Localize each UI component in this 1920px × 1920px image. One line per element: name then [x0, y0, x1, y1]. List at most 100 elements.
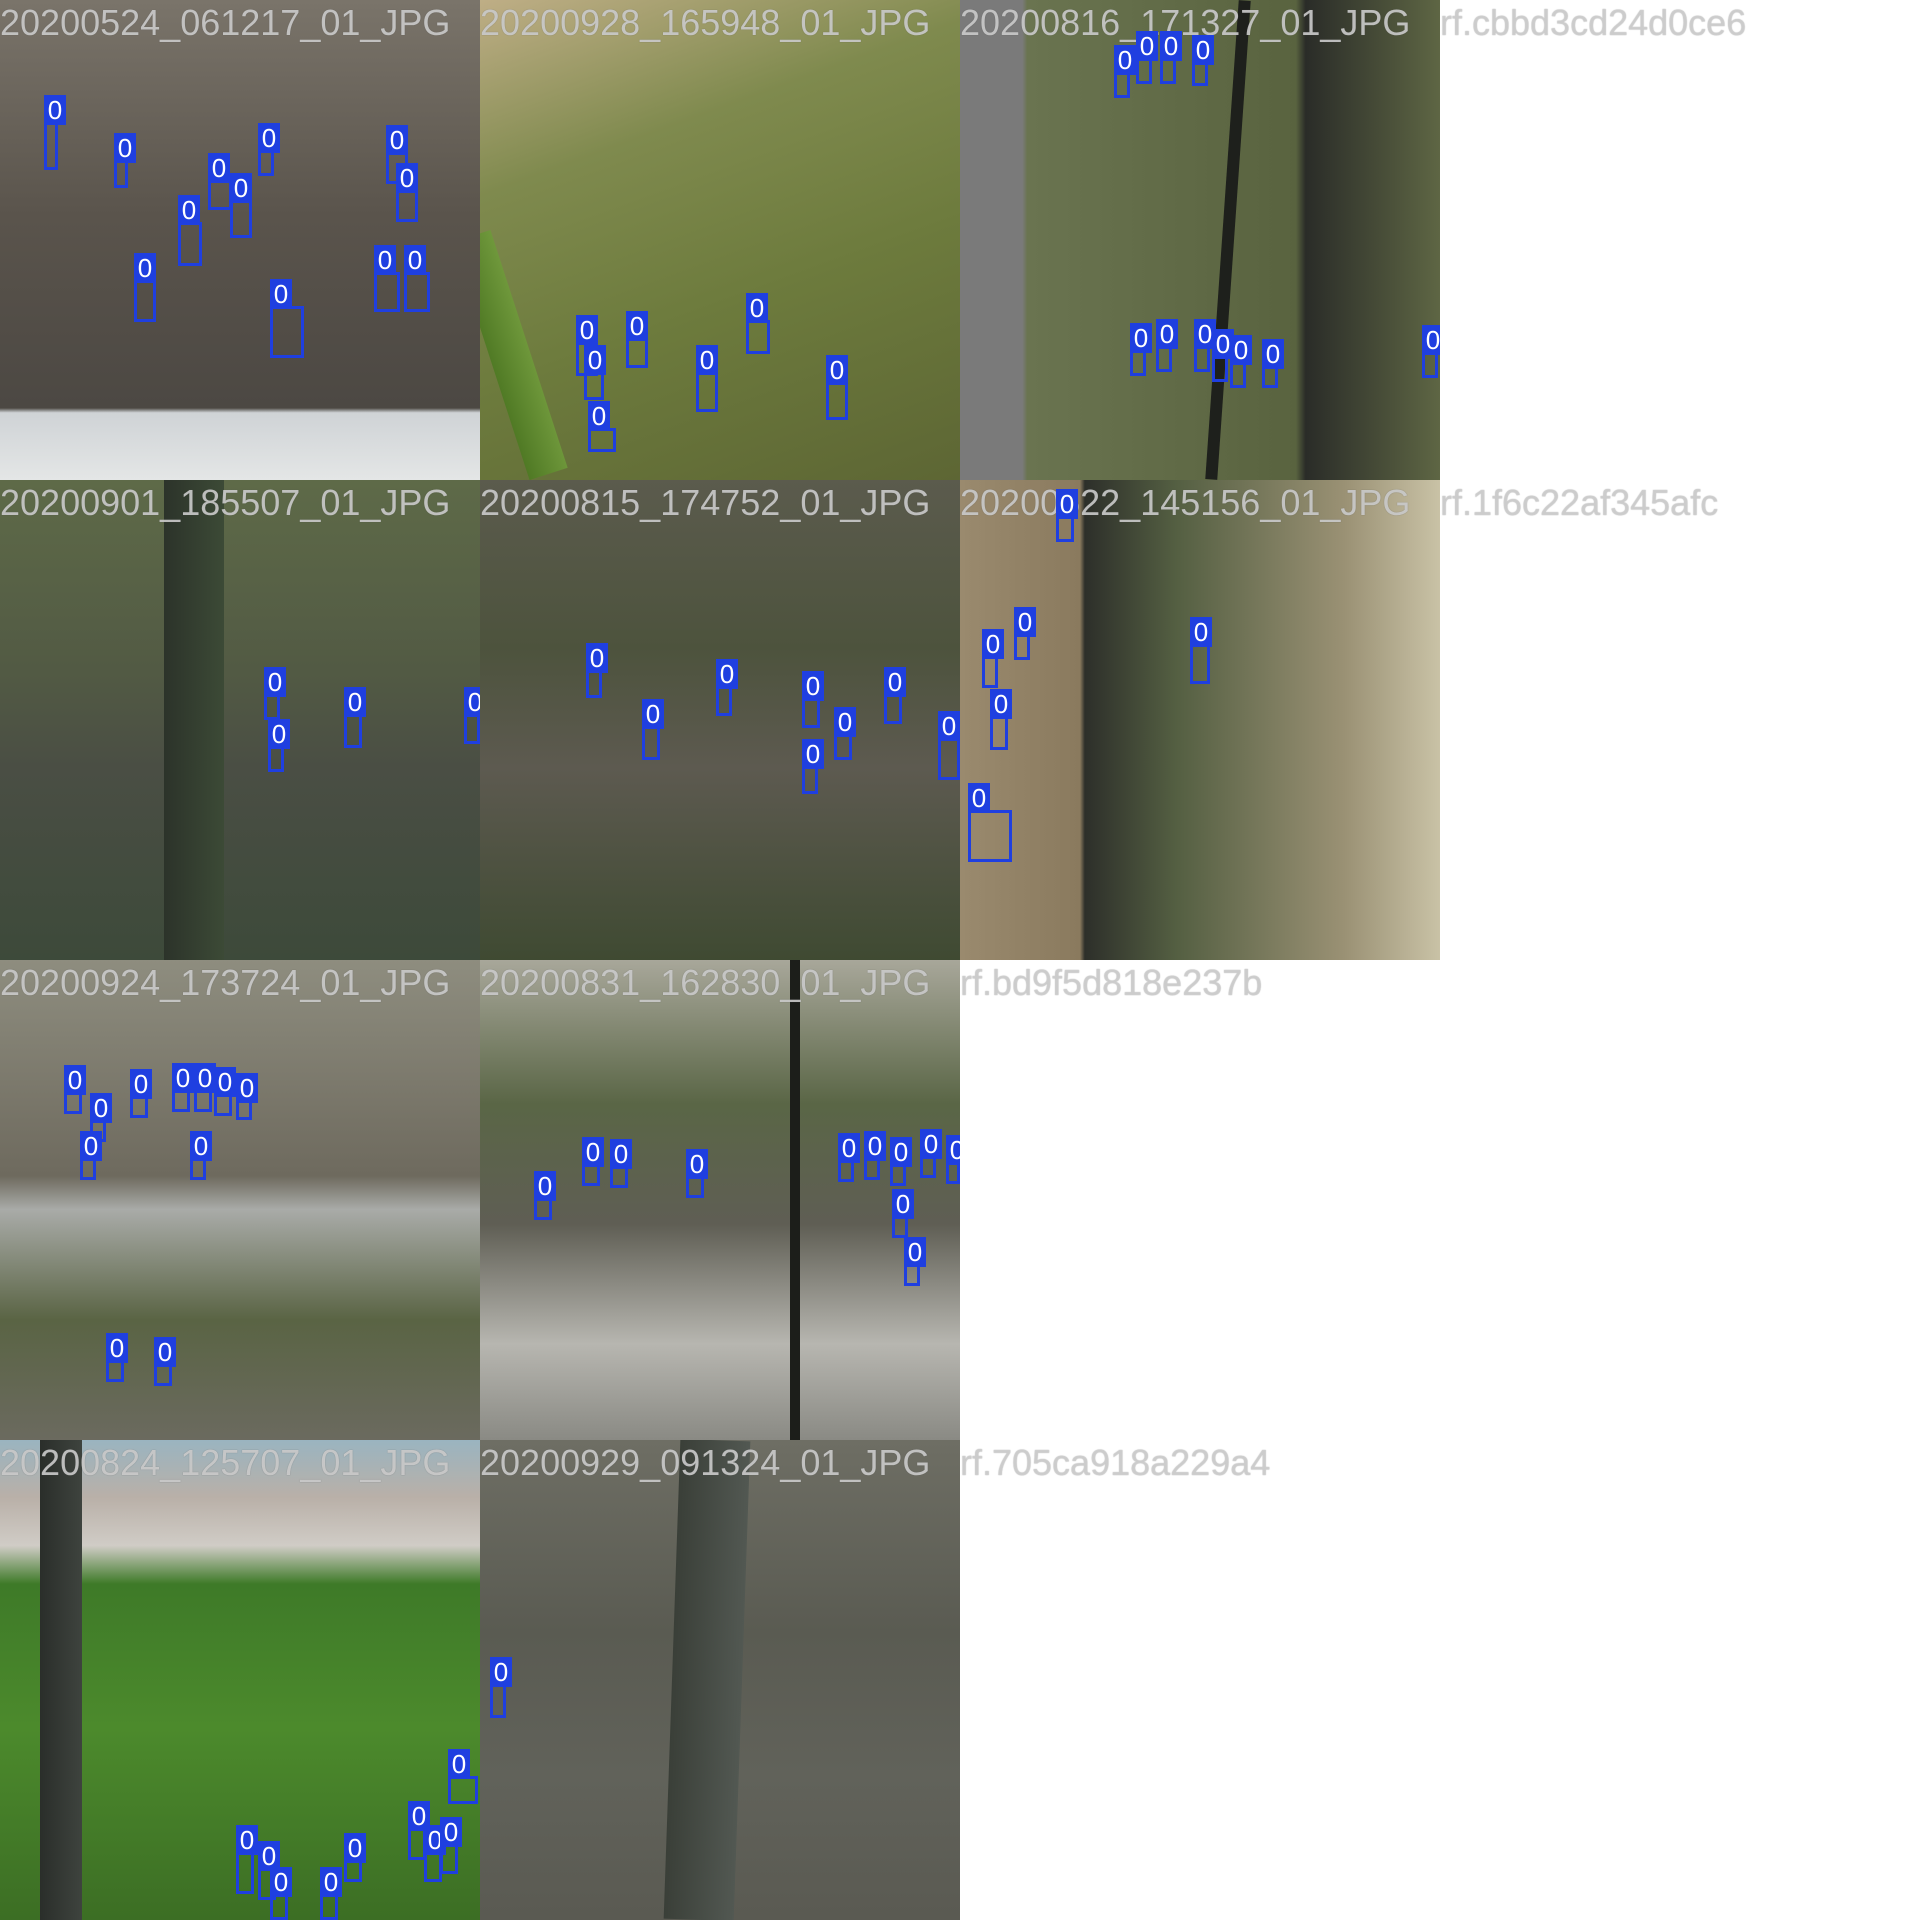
class-tag: 0 — [172, 1063, 194, 1093]
tile-7: 20200924_173724_01_JPG 0 0 0 0 0 0 0 0 0… — [0, 960, 480, 1440]
class-tag: 0 — [1192, 35, 1214, 65]
class-tag: 0 — [490, 1657, 512, 1687]
class-tag: 0 — [946, 1135, 960, 1165]
detection-box: 0 — [134, 253, 156, 322]
detection-box: 0 — [194, 1063, 216, 1112]
class-tag: 0 — [990, 689, 1012, 719]
tile-6: 20200522_145156_01_JPG 0 0 0 0 0 0 — [960, 480, 1440, 960]
class-tag: 0 — [106, 1333, 128, 1363]
class-tag: 0 — [178, 195, 200, 225]
detection-box: 0 — [264, 667, 286, 720]
detection-box: 0 — [1130, 323, 1152, 376]
class-tag: 0 — [610, 1139, 632, 1169]
class-tag: 0 — [80, 1131, 102, 1161]
class-tag: 0 — [1194, 319, 1216, 349]
detection-box: 0 — [178, 195, 202, 266]
detection-box: 0 — [320, 1867, 342, 1920]
class-tag: 0 — [802, 739, 824, 769]
class-tag: 0 — [344, 1833, 366, 1863]
class-tag: 0 — [642, 699, 664, 729]
detection-box: 0 — [982, 629, 1004, 688]
tile-label: 20200816_171327_01_JPG — [960, 2, 1411, 43]
tile-label-suffix: rf.cbbd3cd24d0ce6 — [1440, 2, 1747, 43]
detection-box: 0 — [920, 1129, 942, 1178]
detection-box: 0 — [582, 1137, 604, 1186]
class-tag: 0 — [1160, 31, 1182, 61]
detection-box: 0 — [64, 1065, 86, 1114]
class-tag: 0 — [716, 659, 738, 689]
tile-label: 20200815_174752_01_JPG — [480, 482, 931, 523]
class-tag: 0 — [464, 687, 480, 717]
class-tag: 0 — [440, 1817, 462, 1847]
detection-box: 0 — [890, 1137, 912, 1186]
detection-box: 0 — [586, 643, 608, 698]
class-tag: 0 — [230, 173, 252, 203]
tile-label-suffix: rf.705ca918a229a4 — [960, 1442, 1271, 1483]
detection-box: 0 — [838, 1133, 860, 1182]
detection-box: 0 — [1212, 329, 1234, 382]
detection-box: 0 — [584, 345, 606, 400]
detection-box: 0 — [90, 1093, 112, 1142]
grass-blade — [1205, 0, 1251, 480]
tile-label: 20200831_162830_01_JPG — [480, 962, 931, 1003]
class-tag: 0 — [890, 1137, 912, 1167]
detection-box: 0 — [802, 739, 824, 794]
class-tag: 0 — [258, 123, 280, 153]
class-tag: 0 — [1114, 45, 1136, 75]
detection-box: 0 — [968, 783, 1012, 862]
class-tag: 0 — [938, 711, 960, 741]
class-tag: 0 — [268, 719, 290, 749]
detection-box: 0 — [1230, 335, 1252, 388]
detection-box: 0 — [892, 1189, 914, 1238]
class-tag: 0 — [258, 1841, 280, 1871]
detection-box: 0 — [268, 719, 290, 772]
detection-box: 0 — [1160, 31, 1182, 84]
grass-blade — [663, 1440, 751, 1920]
detection-box: 0 — [440, 1817, 462, 1874]
detection-box: 0 — [106, 1333, 128, 1382]
detection-box: 0 — [1014, 607, 1036, 660]
detection-box: 0 — [208, 153, 232, 210]
detection-box: 0 — [642, 699, 664, 760]
class-tag: 0 — [90, 1093, 112, 1123]
class-tag: 0 — [64, 1065, 86, 1095]
detection-box: 0 — [884, 667, 906, 724]
detection-box: 0 — [1056, 489, 1078, 542]
detection-box: 0 — [626, 311, 648, 368]
class-tag: 0 — [696, 345, 718, 375]
class-tag: 0 — [1014, 607, 1036, 637]
detection-box: 0 — [154, 1337, 176, 1386]
detection-box: 0 — [230, 173, 252, 238]
tile-10: 20200929_091324_01_JPG 0 — [480, 1440, 960, 1920]
class-tag: 0 — [584, 345, 606, 375]
detection-box: 0 — [990, 689, 1012, 750]
detection-box: 0 — [448, 1749, 478, 1804]
detection-box: 0 — [588, 401, 616, 452]
class-tag: 0 — [44, 95, 66, 125]
detection-box: 0 — [1194, 319, 1216, 372]
detection-box: 0 — [746, 293, 770, 354]
class-tag: 0 — [534, 1171, 556, 1201]
tile-9: 20200824_125707_01_JPG 0 0 0 0 0 0 0 0 0 — [0, 1440, 480, 1920]
detection-box: 0 — [938, 711, 960, 780]
class-tag: 0 — [920, 1129, 942, 1159]
detection-box: 0 — [1190, 617, 1212, 684]
tile-label: 20200524_061217_01_JPG — [0, 2, 451, 43]
class-tag: 0 — [448, 1749, 470, 1779]
tile-1: 20200524_061217_01_JPG 0 0 0 0 0 0 0 0 0… — [0, 0, 480, 480]
detection-box: 0 — [1136, 31, 1158, 84]
class-tag: 0 — [130, 1069, 152, 1099]
class-tag: 0 — [892, 1189, 914, 1219]
class-tag: 0 — [154, 1337, 176, 1367]
class-tag: 0 — [826, 355, 848, 385]
class-tag: 0 — [214, 1067, 236, 1097]
class-tag: 0 — [582, 1137, 604, 1167]
tile-label: 20200928_165948_01_JPG — [480, 2, 931, 43]
detection-box: 0 — [534, 1171, 556, 1220]
class-tag: 0 — [1156, 319, 1178, 349]
detection-box: 0 — [44, 95, 66, 170]
grass-blade — [790, 960, 800, 1440]
class-tag: 0 — [264, 667, 286, 697]
detection-box: 0 — [1192, 35, 1214, 86]
grass-blade — [480, 229, 568, 480]
